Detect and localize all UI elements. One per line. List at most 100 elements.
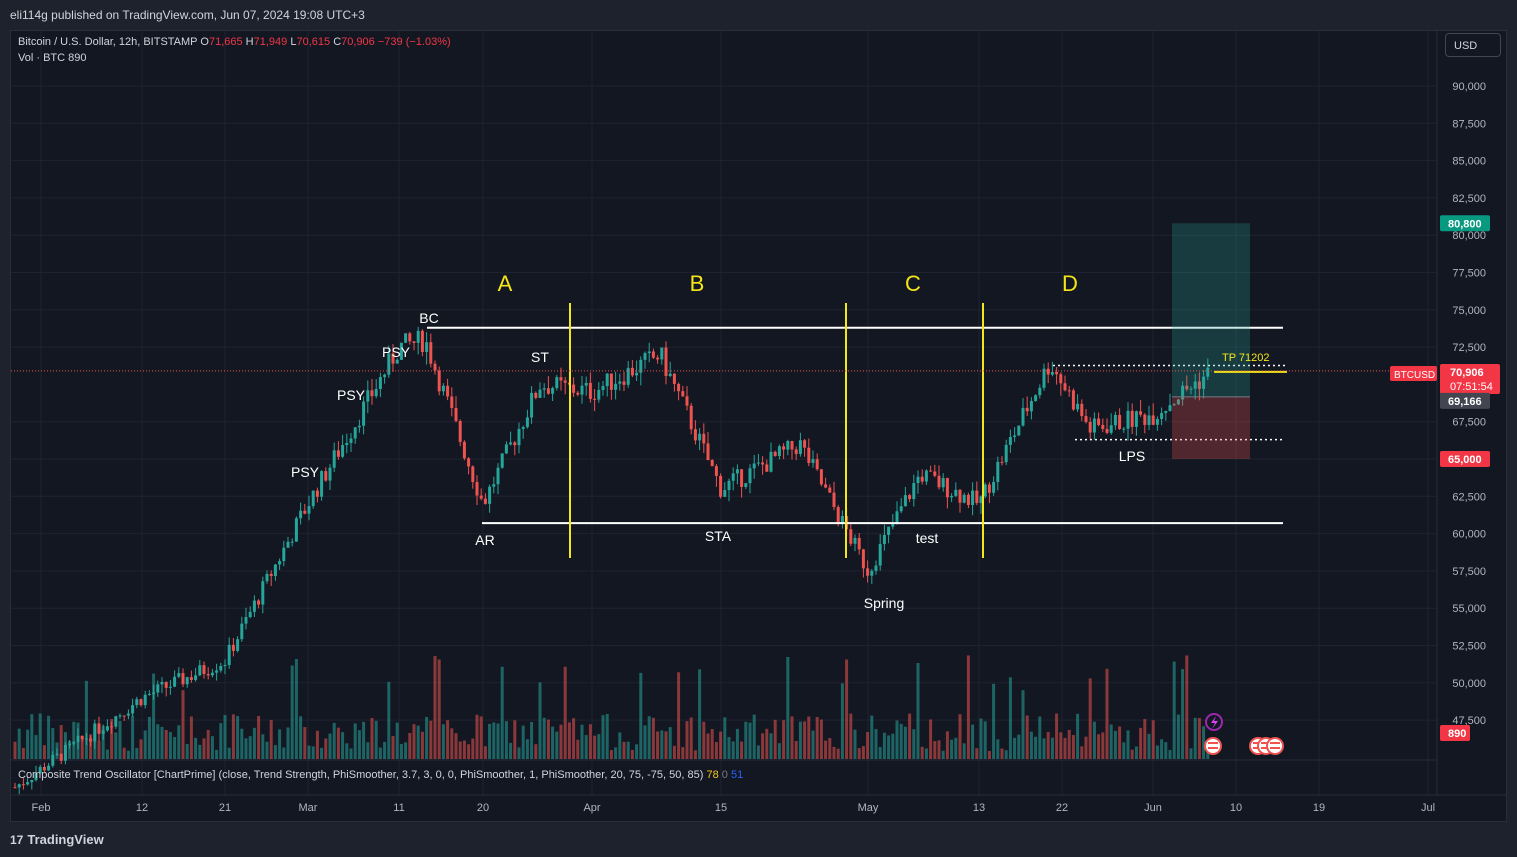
volume-bar <box>59 725 63 759</box>
y-tick-label: 82,500 <box>1452 193 1486 205</box>
symbol-title: Bitcoin / U.S. Dollar, 12h, BITSTAMP <box>18 36 198 48</box>
candle-body <box>210 672 214 676</box>
volume-bar <box>903 726 907 759</box>
candle-body <box>849 529 853 544</box>
candle-body <box>1206 367 1210 377</box>
candle-body <box>1071 390 1075 410</box>
volume-bar <box>147 716 151 759</box>
volume-bar <box>1013 737 1017 759</box>
candle-body <box>1147 415 1151 425</box>
volume-bar <box>937 740 941 759</box>
candle-body <box>798 440 802 454</box>
volume-bar <box>299 716 303 759</box>
volume-bar <box>996 739 1000 759</box>
candle-body <box>689 405 693 430</box>
candle-body <box>143 694 147 706</box>
volume-bar <box>706 733 710 759</box>
candle-body <box>958 489 962 503</box>
time-axis: Feb 12 21 Mar 11 20 Apr 15 May 13 22 Jun 10 19 Jul <box>11 794 1506 821</box>
candle-body <box>362 401 366 426</box>
volume-bar <box>219 723 223 759</box>
volume-bar <box>89 734 93 759</box>
candle-body <box>954 489 958 496</box>
chart-frame <box>10 30 1507 822</box>
last-price-tag: 70,906 <box>1450 367 1484 379</box>
volume-bar <box>693 750 697 759</box>
volume-bar <box>656 731 660 759</box>
volume-bar <box>525 739 529 759</box>
volume-bar <box>651 717 655 759</box>
volume-bar <box>845 659 849 759</box>
candle-body <box>1000 461 1004 463</box>
volume-bar <box>521 725 525 759</box>
candle-body <box>710 460 714 467</box>
volume-legend: Vol · BTC 890 <box>18 52 87 64</box>
candle-body <box>357 425 361 428</box>
candle-body <box>601 386 605 390</box>
candle-body <box>782 446 786 450</box>
volume-bar <box>315 730 319 759</box>
candle-body <box>513 442 517 446</box>
volume-bar <box>1105 668 1109 759</box>
candle-body <box>1055 372 1059 375</box>
candle-body <box>618 381 622 384</box>
candle-body <box>714 466 718 476</box>
candle-body <box>1092 418 1096 433</box>
volume-bar <box>177 725 181 759</box>
volume-bar <box>933 741 937 759</box>
volume-bar <box>194 737 198 759</box>
candle-body <box>345 442 349 446</box>
volume-bar <box>181 690 185 759</box>
volume-bar <box>866 732 870 759</box>
candle-body <box>635 372 639 376</box>
candle-body <box>609 373 613 390</box>
candle-body <box>811 459 815 463</box>
candle-body <box>1025 407 1029 412</box>
volume-bar <box>152 673 156 759</box>
candle-body <box>349 438 353 443</box>
candle-body <box>131 705 135 714</box>
volume-bar <box>1034 736 1038 759</box>
candle-body <box>903 495 907 507</box>
volume-bar <box>441 724 445 759</box>
volume-bar <box>567 722 571 759</box>
candle-body <box>937 475 941 488</box>
wyckoff-label: PSY <box>291 464 320 480</box>
candle-body <box>866 568 870 576</box>
volume-bar <box>1202 726 1206 759</box>
candle-body <box>315 490 319 497</box>
candle-body <box>815 459 819 470</box>
candle-body <box>63 744 67 761</box>
volume-bar <box>366 742 370 759</box>
volume-label: Vol · BTC <box>18 52 66 64</box>
us-flag-stripe <box>1208 747 1218 749</box>
volume-bar <box>798 721 802 759</box>
candle-body <box>269 573 273 577</box>
candle-body <box>105 726 109 731</box>
volume-bar <box>1067 729 1071 759</box>
candle-body <box>1084 416 1088 422</box>
volume-bar <box>941 750 945 759</box>
x-tick-label: Mar <box>299 802 318 814</box>
candle-body <box>929 470 933 472</box>
candle-body <box>626 367 630 385</box>
volume-bar <box>861 746 865 759</box>
volume-bar <box>370 718 374 759</box>
wyckoff-label: ST <box>531 349 549 365</box>
volume-bar <box>97 740 101 759</box>
candle-body <box>740 469 744 487</box>
currency-button[interactable]: USD <box>1445 33 1501 57</box>
volume-bar <box>307 745 311 759</box>
candle-body <box>1168 405 1172 411</box>
volume-bar <box>786 656 790 759</box>
tradingview-logo[interactable]: 17 TradingView <box>10 832 104 847</box>
volume-bar <box>1160 739 1164 759</box>
candle-body <box>924 470 928 482</box>
y-tick-label: 60,000 <box>1452 529 1486 541</box>
candle-body <box>870 570 874 576</box>
volume-bar <box>584 735 588 759</box>
volume-bar <box>1025 715 1029 759</box>
candle-body <box>303 510 307 514</box>
x-tick-label: Jul <box>1421 802 1435 814</box>
